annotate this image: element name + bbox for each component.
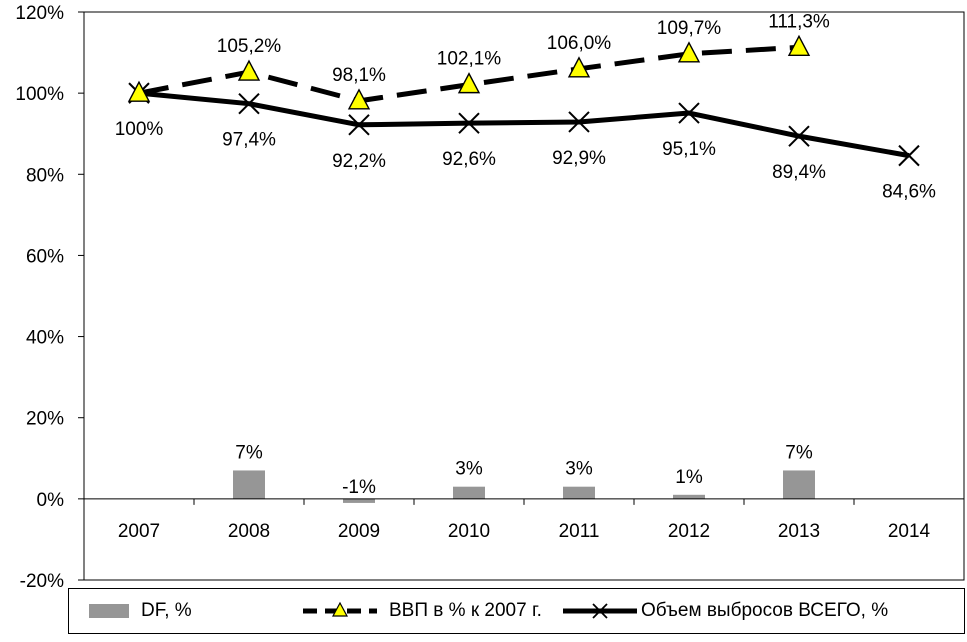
marker-x-stroke (348, 114, 370, 136)
data-label-df: 7% (235, 442, 263, 463)
lines-layer (127, 34, 920, 167)
marker-triangle-2010 (457, 72, 481, 94)
bar-df-2010 (453, 486, 485, 499)
data-label-gdp: 102,1% (437, 49, 502, 70)
x-tick-label: 2013 (778, 521, 820, 542)
marker-x-stroke (458, 112, 480, 134)
x-tick-label: 2008 (228, 521, 270, 542)
legend-swatch-bar-icon (89, 604, 129, 618)
data-label-df: -1% (342, 477, 376, 498)
data-label-df: 3% (565, 459, 593, 480)
bar-df-2009 (343, 498, 375, 503)
data-label-emissions: 100% (115, 119, 164, 140)
y-tick-label: -20% (20, 571, 64, 592)
data-label-emissions: 95,1% (662, 139, 716, 160)
data-label-emissions: 92,6% (442, 149, 496, 170)
marker-x-2008 (238, 92, 260, 115)
legend-item-gdp: ВВП в % к 2007 г. (301, 589, 542, 633)
marker-x-2013 (788, 125, 810, 147)
data-label-df: 1% (675, 467, 703, 488)
bar-df-2008 (233, 470, 265, 499)
y-tick-label: 80% (26, 165, 64, 186)
marker-x-2012 (678, 102, 700, 124)
bar-df-2011 (563, 486, 595, 499)
data-label-gdp: 109,7% (657, 18, 722, 39)
marker-x-2011 (568, 111, 590, 133)
axes-layer: -20% 0% 20% 40% 60% 80% 100% 120% 2007 2008 2009 20… (15, 3, 965, 592)
marker-x-stroke (898, 144, 920, 167)
data-label-emissions: 97,4% (222, 130, 276, 151)
legend-swatch-dashed-triangle-icon (303, 601, 377, 617)
y-tick-label: 60% (26, 246, 64, 267)
marker-x-2010 (458, 112, 480, 134)
legend-item-df: DF, % (81, 589, 192, 633)
y-tick-label: 20% (26, 409, 64, 430)
marker-triangle-2008 (237, 59, 261, 81)
data-label-emissions: 84,6% (882, 182, 936, 203)
x-tick-label: 2012 (668, 521, 710, 542)
x-tick-label: 2014 (888, 521, 931, 542)
marker-x-2014 (898, 144, 920, 167)
labels-layer: 7% -1% 3% 3% 1% 7% 105,2% 98,1% 102,1% 106,0% 109,… (115, 11, 936, 498)
legend: DF, % ВВП в % к 2007 г. Объем выбросов В… (68, 588, 965, 634)
data-label-df: 7% (785, 442, 813, 463)
legend-swatch-solid-x-icon (563, 603, 637, 619)
marker-triangle-2007 (127, 80, 151, 102)
data-label-df: 3% (455, 459, 483, 480)
marker-triangle-2011 (567, 56, 591, 78)
bar-df-2013 (783, 470, 815, 499)
y-tick-label: 100% (15, 84, 64, 105)
x-tick-label: 2010 (448, 521, 490, 542)
data-label-gdp: 105,2% (217, 36, 282, 57)
legend-label-emissions: Объем выбросов ВСЕГО, % (641, 600, 889, 621)
legend-label-gdp: ВВП в % к 2007 г. (389, 600, 542, 621)
marker-x-stroke (788, 125, 810, 147)
data-label-gdp: 98,1% (332, 65, 386, 86)
marker-x-2009 (348, 114, 370, 136)
bar-df-2012 (673, 494, 705, 499)
data-label-emissions: 92,9% (552, 148, 606, 169)
data-label-emissions: 92,2% (332, 151, 386, 172)
x-tick-label: 2011 (559, 521, 600, 542)
marker-triangle-2013 (787, 34, 811, 56)
legend-label-df: DF, % (141, 600, 192, 621)
marker-triangle-2012 (677, 41, 701, 63)
y-tick-label: 0% (37, 490, 65, 511)
x-tick-label: 2009 (338, 521, 380, 542)
y-tick-label: 40% (26, 328, 64, 349)
y-tick-label: 120% (15, 3, 64, 24)
marker-triangle-2009 (347, 88, 371, 110)
marker-x-stroke (678, 102, 700, 124)
data-label-gdp: 106,0% (547, 33, 612, 54)
bars-layer (233, 470, 815, 503)
x-tick-label: 2007 (118, 521, 160, 542)
series-line-emissions (138, 90, 910, 159)
plot-frame (83, 11, 965, 581)
data-label-gdp: 111,3% (768, 11, 830, 32)
data-label-emissions: 89,4% (772, 162, 826, 183)
legend-item-emissions: Объем выбросов ВСЕГО, % (561, 589, 888, 633)
marker-x-stroke (568, 111, 590, 133)
marker-x-stroke (238, 92, 260, 115)
